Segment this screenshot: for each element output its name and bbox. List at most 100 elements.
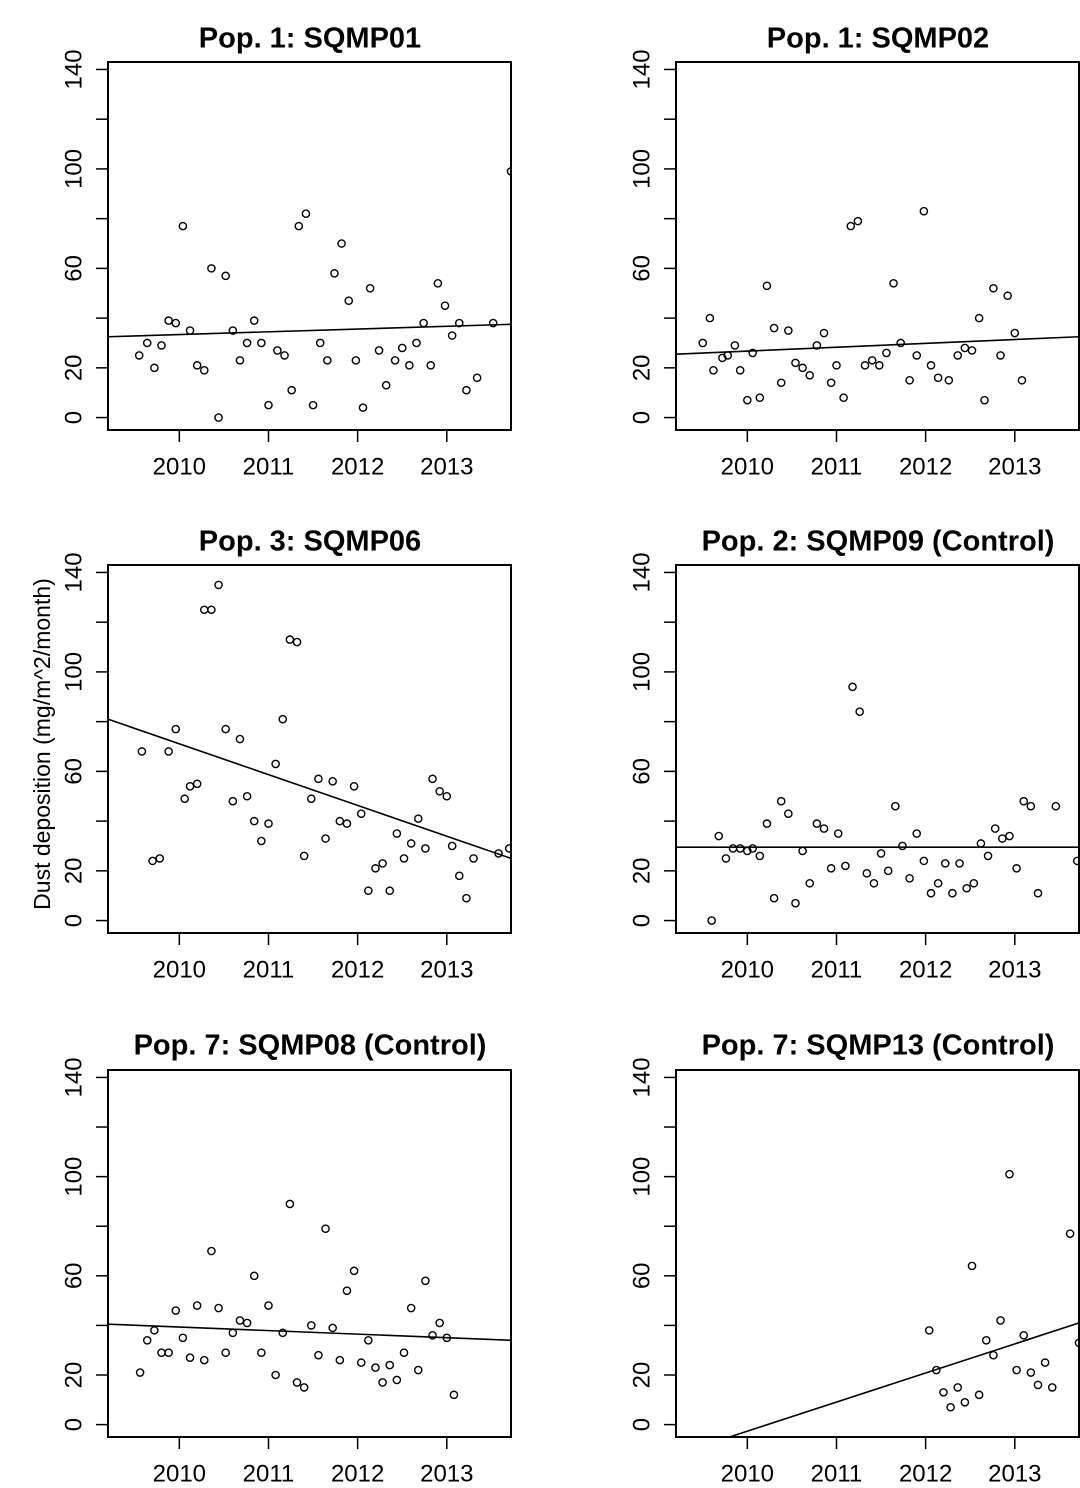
data-point [698, 338, 708, 348]
data-point [178, 1333, 188, 1343]
y-tick-label: 100 [60, 149, 87, 189]
data-point [980, 395, 989, 405]
y-tick-label: 100 [628, 1157, 655, 1197]
data-point [214, 413, 223, 422]
data-point [342, 1286, 352, 1295]
data-point [428, 774, 437, 784]
data-point [442, 1333, 452, 1343]
data-point [912, 351, 922, 360]
data-point [257, 338, 266, 348]
x-tick-label: 2011 [811, 1460, 863, 1487]
y-tick-label: 20 [628, 1362, 655, 1389]
data-point [1047, 1383, 1057, 1392]
data-point [996, 351, 1005, 360]
data-point [150, 1326, 159, 1335]
x-tick-label: 2010 [153, 1460, 206, 1487]
data-point [335, 816, 345, 826]
plot-frame [107, 564, 512, 934]
data-point [171, 1306, 181, 1315]
data-point [249, 816, 259, 826]
data-point [1010, 328, 1020, 338]
data-point [762, 819, 772, 828]
data-point [1040, 1358, 1050, 1367]
data-point [378, 859, 387, 868]
data-point [1026, 1368, 1036, 1377]
data-point [285, 635, 295, 644]
data-point [164, 747, 173, 756]
data-point [1019, 1331, 1029, 1340]
data-point [328, 777, 337, 786]
data-point [969, 878, 979, 888]
plot-frame [107, 1069, 512, 1438]
y-tick-label: 100 [60, 652, 87, 692]
data-point [413, 1365, 423, 1375]
data-point [271, 759, 280, 769]
data-point [1051, 801, 1061, 811]
data-point [848, 682, 857, 692]
data-point [264, 819, 273, 828]
data-point [1017, 375, 1027, 385]
data-point [946, 1402, 955, 1412]
data-point [839, 393, 848, 402]
data-point [292, 1378, 302, 1387]
y-tick-label: 20 [628, 857, 655, 884]
data-point [287, 385, 296, 395]
data-point [905, 375, 914, 385]
data-point [748, 844, 757, 853]
y-tick-label: 0 [60, 411, 87, 424]
data-point [358, 403, 368, 412]
data-point [164, 1348, 173, 1357]
data-point [953, 351, 963, 360]
data-point [1074, 1338, 1079, 1348]
y-tick-label: 60 [628, 255, 655, 282]
data-point [960, 343, 970, 353]
plot-frame [675, 564, 1080, 934]
data-point [981, 1335, 991, 1345]
data-point [433, 278, 443, 288]
data-point [449, 1390, 459, 1400]
data-point [924, 1326, 934, 1335]
data-point [399, 854, 409, 863]
data-point [365, 283, 375, 293]
data-point [421, 844, 430, 853]
data-point [321, 834, 330, 843]
chart-panel-2: Pop. 1: SQMP02 0 20 60 100 140 2010 2011 2012 201… [628, 23, 1080, 480]
data-point [242, 338, 252, 348]
x-tick-label: 2010 [153, 453, 206, 480]
data-point [989, 283, 998, 293]
data-point [472, 373, 482, 383]
data-point [912, 829, 922, 838]
data-point [869, 878, 879, 888]
data-point [769, 893, 779, 903]
data-point [776, 378, 786, 388]
data-point [974, 1390, 984, 1400]
x-tick-label: 2013 [988, 453, 1041, 480]
y-tick-label: 0 [628, 914, 655, 927]
panel-title: Pop. 3: SQMP06 [199, 526, 421, 558]
data-point [349, 781, 359, 791]
data-point [812, 341, 822, 350]
data-point [207, 1246, 216, 1256]
data-point [748, 348, 757, 358]
chart-panel-1: Pop. 1: SQMP01 0 20 60 100 140 2010 2011 2012 201… [60, 23, 512, 480]
y-tick-label: 20 [60, 354, 87, 381]
data-point [385, 886, 395, 896]
data-point [257, 1348, 266, 1357]
data-point [933, 878, 943, 888]
data-point [242, 1318, 252, 1328]
x-tick-label: 2013 [420, 956, 473, 983]
y-tick-label: 140 [628, 49, 655, 89]
data-point [385, 1360, 395, 1370]
y-tick-label: 60 [628, 1262, 655, 1289]
data-point [721, 854, 731, 863]
data-point [776, 796, 786, 806]
x-tick-label: 2010 [153, 956, 206, 983]
data-point [249, 316, 259, 325]
data-point [192, 1301, 202, 1310]
data-point [735, 844, 745, 853]
data-point [1065, 1229, 1075, 1238]
data-point [435, 786, 444, 796]
data-point [826, 864, 836, 873]
